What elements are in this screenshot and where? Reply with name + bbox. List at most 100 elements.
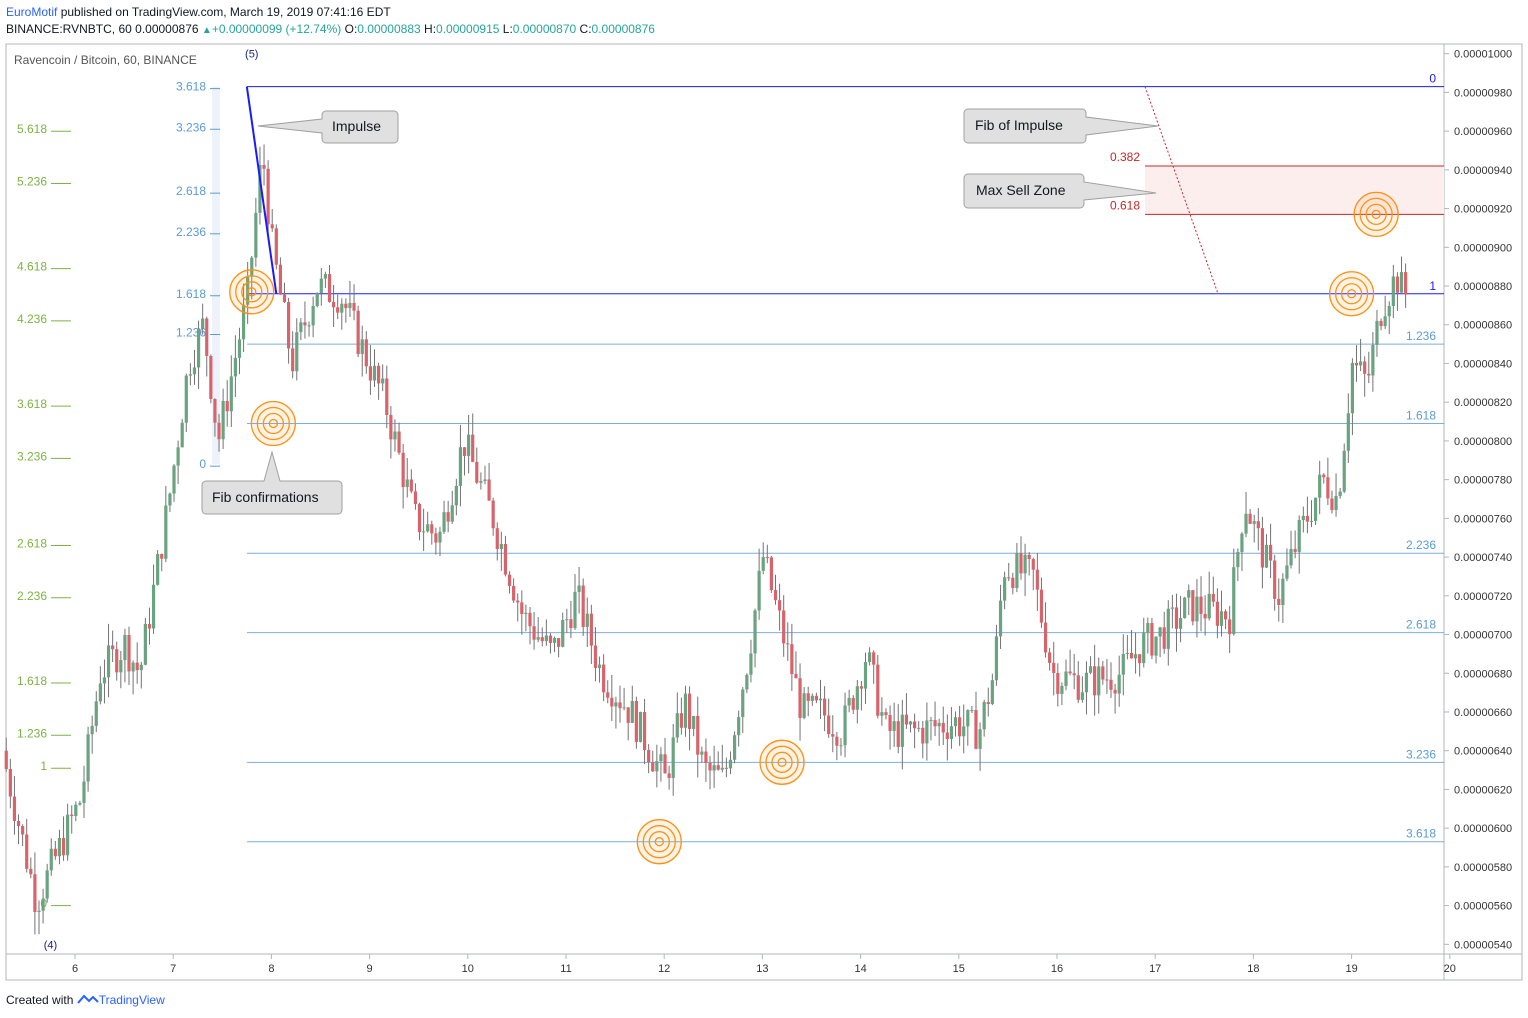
high-label: H: [424,22,437,36]
candle-down [1191,590,1195,622]
candle-down [1052,662,1056,674]
candle-up [524,612,528,615]
candle-up [1088,666,1093,673]
candle-down [286,302,291,349]
candle-up [585,613,589,627]
candle-up [307,325,311,327]
candle-up [119,660,123,673]
candle-up [565,619,569,621]
close-value: 0.00000876 [591,22,655,36]
chart-frame [5,43,1523,981]
candle-up [1097,666,1101,696]
candle-up [442,512,446,532]
candle-down [1056,673,1060,694]
candle-up [728,759,733,769]
candle-down [303,322,307,326]
max-sell-zone-label: Max Sell Zone [976,182,1066,198]
candle-up [1399,272,1404,293]
candle-down [377,365,381,384]
candle-up [250,257,254,277]
candle-up [156,553,160,585]
candle-down [16,820,21,827]
candle-down [1211,593,1215,602]
left-fib-green-label: 5.618 [17,122,47,136]
candle-up [422,531,426,533]
fib-target-circle [771,751,793,773]
candle-up [597,664,602,668]
candle-down [798,678,802,718]
candle-down [687,693,692,729]
candle-up [94,701,98,726]
candle-down [1113,689,1117,694]
candle-up [675,713,679,738]
candle-up [78,802,82,805]
candle-up [192,367,197,375]
left-fib-green-label: 1 [40,759,47,773]
candle-up [41,898,45,911]
sell-zone-band [1145,165,1444,215]
candle-down [1007,577,1011,579]
left-fib-green-label: 4.236 [17,312,47,326]
candle-down [1011,577,1015,589]
fib-target-circle [1365,203,1387,226]
candle-down [958,717,962,737]
candle-up [229,376,233,412]
candle-up [311,306,315,326]
candle-up [900,714,904,747]
candle-up [880,712,884,716]
author-link[interactable]: EuroMotif [6,5,58,19]
price-tick-label: 0.00000580 [1454,862,1512,874]
candle-up [843,705,847,746]
candle-up [66,814,70,856]
candle-down [291,348,295,372]
candle-up [102,677,107,684]
candle-down [532,626,536,640]
fib-column-band [212,86,220,465]
candle-down [782,610,786,644]
candle-up [741,689,745,718]
candle-down [209,356,213,399]
fib-target-circle [765,745,799,779]
candle-up [241,304,246,340]
candle-down [1293,548,1297,552]
fib-target-circle [777,757,787,767]
candle-up [1350,362,1355,414]
candle-down [896,721,900,747]
candle-down [446,512,450,522]
candle-down [794,674,798,679]
candle-up [1285,565,1289,579]
candle-up [90,725,94,735]
candle-down [806,693,810,701]
fib-extension-label: 2.618 [1406,618,1436,632]
candle-up [818,698,823,701]
candle-up [982,702,986,730]
candle-up [1359,361,1363,366]
candle-down [606,692,610,698]
candle-up [1334,495,1338,511]
candle-down [888,715,892,731]
price-tick-label: 0.00000700 [1454,630,1512,642]
candle-up [348,302,352,309]
candle-up [1084,672,1089,693]
candle-up [810,695,814,701]
candle-up [630,700,634,723]
tradingview-logo-icon [76,994,99,1004]
candle-up [953,717,958,727]
candle-down [344,303,348,309]
price-tick-label: 0.00000560 [1454,901,1512,913]
price-tick-label: 0.00000620 [1454,784,1512,796]
candle-down [1273,560,1277,599]
candle-down [557,638,561,647]
candle-down [647,749,651,763]
candle-down [1330,498,1334,511]
candle-down [1326,477,1330,499]
candle-up [1236,551,1240,568]
candle-up [1170,607,1174,609]
candle-up [937,722,941,727]
candle-down [127,635,131,672]
candle-up [1015,553,1019,589]
candle-down [1256,521,1260,529]
tradingview-brand[interactable]: TradingView [98,993,165,1007]
candle-up [732,735,737,760]
